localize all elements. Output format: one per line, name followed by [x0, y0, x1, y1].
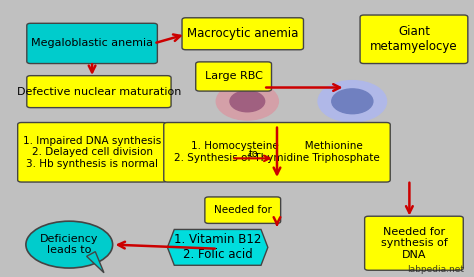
Text: to: to	[248, 149, 258, 159]
Polygon shape	[87, 252, 104, 273]
Text: 1. Homocysteine        Methionine
2. Synthesis of Thymidine Triphosphate: 1. Homocysteine Methionine 2. Synthesis …	[174, 142, 380, 163]
Text: Macrocytic anemia: Macrocytic anemia	[187, 27, 299, 40]
FancyBboxPatch shape	[18, 122, 166, 182]
Polygon shape	[167, 229, 268, 265]
FancyBboxPatch shape	[365, 216, 463, 270]
Circle shape	[216, 83, 278, 120]
Ellipse shape	[26, 221, 113, 268]
Text: Needed for: Needed for	[214, 205, 272, 215]
FancyBboxPatch shape	[360, 15, 468, 63]
Text: Needed for
synthesis of
DNA: Needed for synthesis of DNA	[381, 227, 447, 260]
Text: Deficiency
leads to: Deficiency leads to	[40, 234, 99, 255]
Text: Large RBC: Large RBC	[205, 71, 263, 81]
Text: Megaloblastic anemia: Megaloblastic anemia	[31, 39, 153, 48]
Text: Giant
metamyelocye: Giant metamyelocye	[370, 25, 458, 53]
Text: labpedia.net: labpedia.net	[407, 265, 464, 274]
FancyBboxPatch shape	[196, 62, 272, 91]
FancyBboxPatch shape	[27, 23, 157, 63]
Circle shape	[318, 81, 387, 122]
Circle shape	[332, 89, 373, 114]
FancyBboxPatch shape	[164, 122, 390, 182]
Text: 1. Vitamin B12
2. Folic acid: 1. Vitamin B12 2. Folic acid	[174, 233, 261, 261]
FancyBboxPatch shape	[205, 197, 281, 223]
Text: 1. Impaired DNA synthesis
2. Delayed cell division
3. Hb synthesis is normal: 1. Impaired DNA synthesis 2. Delayed cel…	[23, 136, 161, 169]
Circle shape	[230, 91, 264, 112]
FancyBboxPatch shape	[182, 18, 303, 50]
FancyBboxPatch shape	[27, 76, 171, 108]
Text: Defective nuclear maturation: Defective nuclear maturation	[17, 87, 181, 97]
